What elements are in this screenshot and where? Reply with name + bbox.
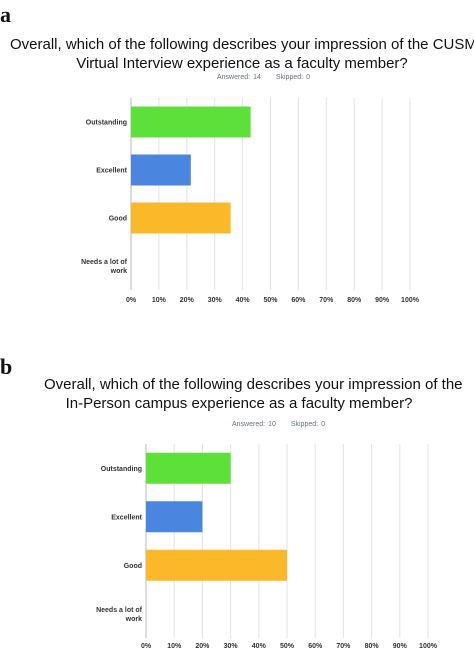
skipped-label-a: Skipped: [275, 74, 304, 81]
x-tick-label: 40% [252, 643, 267, 648]
bar-chart-a: 0% 10% 20% 30% 40% 50% 60% 70% 80% 90% 100% Outstan… [81, 98, 420, 304]
bar-chart-b: 0% 10% 20% 30% 40% 50% 60% 70% 80% 90% 100% Outstan… [96, 444, 438, 648]
category-label-line: work [125, 616, 142, 623]
chart-panel-b: b Overall, which of the following descri… [0, 352, 474, 648]
panel-label-b: b [0, 354, 13, 379]
x-tick-label: 90% [393, 643, 408, 648]
bar-outstanding [146, 452, 231, 484]
x-tick-label: 50% [280, 643, 295, 648]
chart-title-a-line-1: Overall, which of the following describe… [10, 36, 474, 53]
chart-title-a: Overall, which of the following describe… [10, 35, 474, 73]
x-tick-label: 50% [263, 297, 278, 304]
chart-title-b-line-1: Overall, which of the following describe… [44, 376, 463, 393]
category-label-line: Needs a lot of [81, 259, 128, 266]
category-label-line: Outstanding [101, 466, 142, 473]
category-label: Needs a lot of work [96, 607, 143, 623]
category-label: Excellent [111, 514, 142, 521]
category-label-line: Excellent [111, 514, 142, 521]
x-tick-label: 100% [419, 643, 438, 648]
x-tick-label: 80% [347, 297, 362, 304]
category-label-line: Needs a lot of [96, 607, 143, 614]
chart-title-b: Overall, which of the following describe… [44, 375, 463, 413]
panel-label-a: a [0, 2, 11, 27]
category-label: Good [124, 563, 142, 570]
skipped-count-a: 0 [306, 74, 310, 81]
category-label: Needs a lot of work [81, 259, 128, 275]
bar-good [131, 202, 231, 234]
skipped-label-b: Skipped: [290, 421, 319, 428]
x-tick-label: 70% [336, 643, 351, 648]
answered-label-b: Answered: [232, 421, 266, 428]
answered-count-a: 14 [253, 74, 261, 81]
x-tick-label: 30% [224, 643, 239, 648]
x-tick-label: 40% [236, 297, 251, 304]
response-summary-b: Answered: 10 Skipped: 0 [232, 421, 328, 428]
x-tick-label: 20% [180, 297, 195, 304]
x-tick-label: 60% [291, 297, 306, 304]
chart-title-a-line-2: Virtual Interview experience as a facult… [76, 55, 408, 72]
category-label: Excellent [96, 168, 127, 175]
category-label: Outstanding [86, 120, 127, 127]
category-label-line: Good [124, 563, 142, 570]
category-label: Outstanding [101, 466, 142, 473]
answered-label-a: Answered: [217, 74, 251, 81]
response-summary-a: Answered: 14 Skipped: 0 [217, 74, 313, 81]
bar-excellent [131, 154, 191, 186]
category-label-line: Outstanding [86, 120, 127, 127]
x-tick-label: 0% [126, 297, 137, 304]
bar-outstanding [131, 106, 251, 138]
x-tick-label: 100% [401, 297, 420, 304]
x-tick-label: 10% [152, 297, 167, 304]
x-tick-label: 20% [195, 643, 210, 648]
x-tick-label: 80% [365, 643, 380, 648]
category-label-line: work [110, 268, 127, 275]
x-tick-label: 60% [308, 643, 323, 648]
x-tick-label: 30% [208, 297, 223, 304]
x-tick-label: 90% [375, 297, 390, 304]
bar-excellent [146, 501, 203, 533]
category-label: Good [109, 216, 127, 223]
category-label-line: Excellent [96, 168, 127, 175]
chart-panel-a: a Overall, which of the following descri… [0, 0, 474, 320]
x-tick-label: 70% [319, 297, 334, 304]
x-tick-label: 10% [167, 643, 182, 648]
x-tick-label: 0% [141, 643, 152, 648]
category-label-line: Good [109, 216, 127, 223]
bar-good [146, 549, 287, 581]
answered-count-b: 10 [268, 421, 276, 428]
chart-title-b-line-2: In-Person campus experience as a faculty… [65, 395, 413, 412]
skipped-count-b: 0 [321, 421, 325, 428]
